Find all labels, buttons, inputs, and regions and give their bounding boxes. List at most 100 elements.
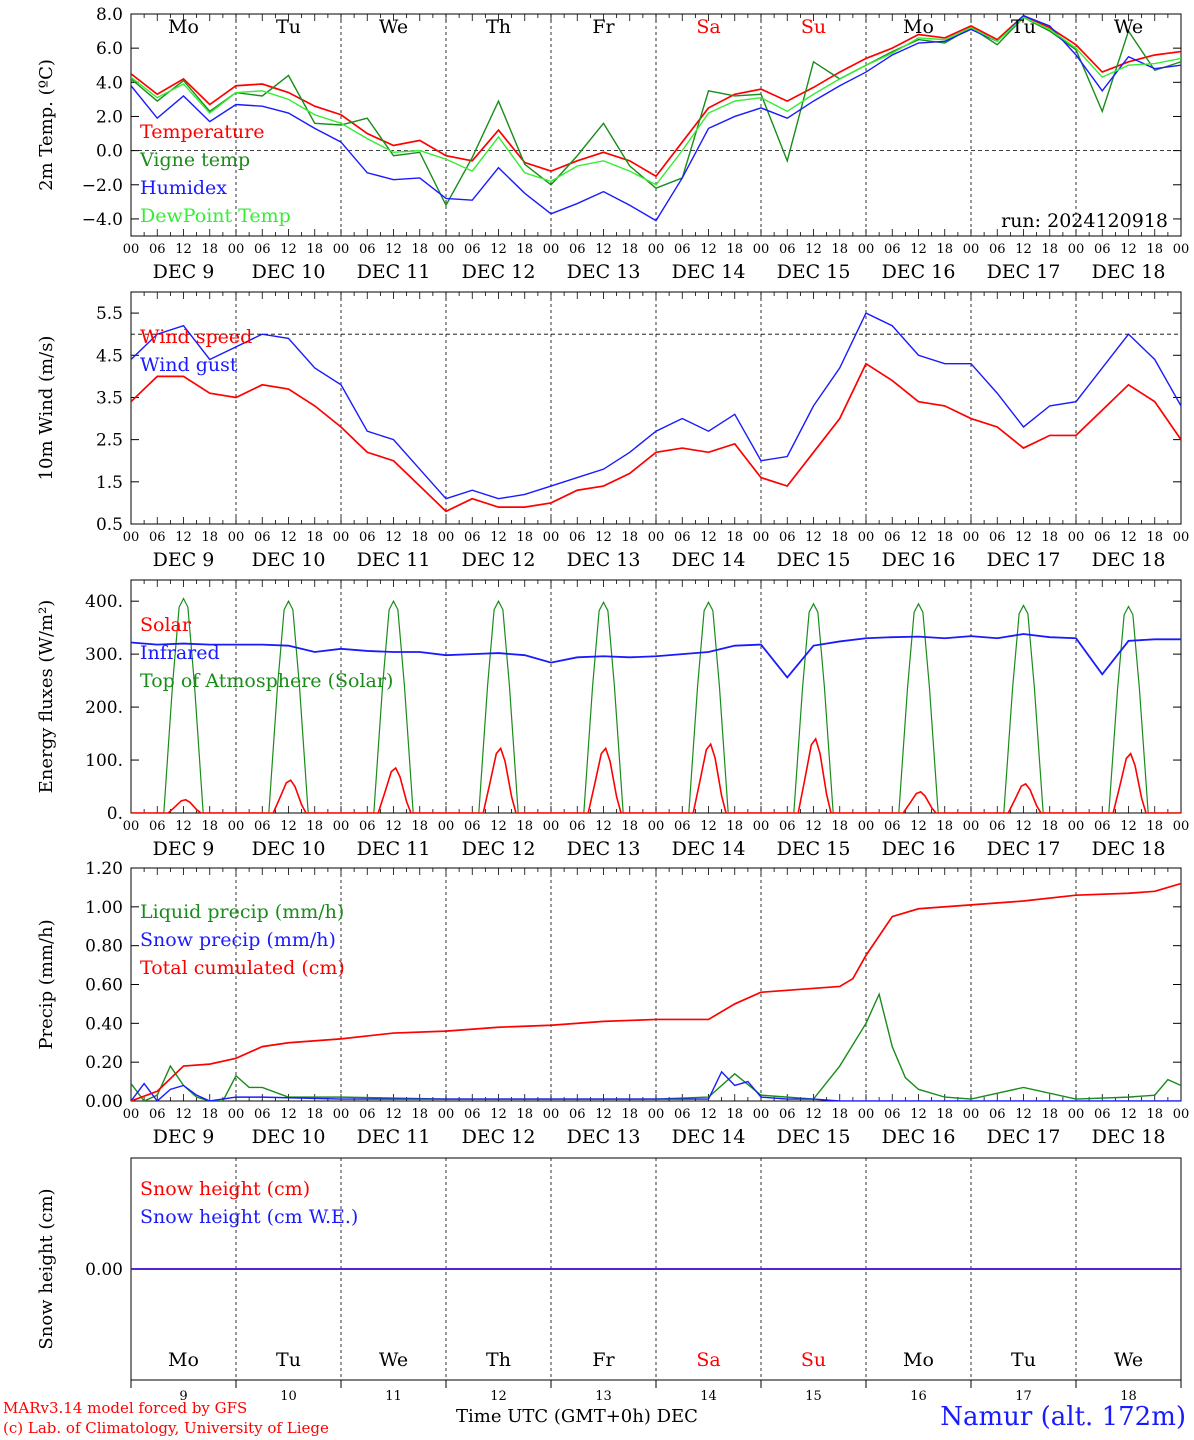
weekday-label-bottom: Tu	[1011, 1349, 1036, 1371]
x-hour-label: 12	[1015, 819, 1032, 834]
x-hour-label: 12	[595, 530, 612, 545]
x-date-label: DEC 10	[252, 261, 326, 283]
legend-entry: Vigne temp	[139, 149, 250, 171]
x-hour-label: 12	[700, 530, 717, 545]
x-hour-label: 18	[201, 819, 218, 834]
x-hour-label: 00	[228, 819, 245, 834]
weekday-label-bottom: Su	[801, 1349, 826, 1371]
x-hour-label: 18	[201, 530, 218, 545]
y-tick-label: 0.0	[96, 142, 123, 162]
x-date-label: DEC 12	[462, 838, 536, 860]
x-hour-label: 06	[779, 819, 796, 834]
y-tick-label: −4.0	[82, 210, 123, 230]
x-hour-label: 06	[989, 819, 1006, 834]
y-tick-label: 0.40	[85, 1014, 123, 1034]
x-date-label: DEC 9	[153, 549, 215, 571]
x-date-label: DEC 18	[1092, 261, 1166, 283]
legend-entry: Temperature	[140, 121, 264, 143]
x-date-label: DEC 18	[1092, 1126, 1166, 1148]
series-line-solar	[131, 737, 1181, 813]
x-hour-label: 18	[726, 242, 743, 257]
day-number-label: 13	[595, 1389, 612, 1404]
time-axis-label: Time UTC (GMT+0h)	[456, 1406, 651, 1427]
x-date-label: DEC 12	[462, 1126, 536, 1148]
legend-entry: Wind gust	[140, 354, 238, 376]
x-hour-label: 00	[858, 530, 875, 545]
x-hour-label: 18	[1041, 819, 1058, 834]
x-hour-label: 06	[674, 530, 691, 545]
y-tick-label: 200.	[85, 698, 123, 718]
x-hour-label: 18	[726, 1107, 743, 1122]
x-hour-label: 00	[753, 1107, 770, 1122]
legend-entry: Snow height (cm)	[140, 1178, 310, 1200]
x-hour-label: 12	[175, 530, 192, 545]
x-hour-label: 00	[858, 242, 875, 257]
y-tick-label: 0.20	[85, 1053, 123, 1073]
weekday-label-top: Mo	[903, 16, 934, 38]
x-hour-label: 18	[621, 530, 638, 545]
x-hour-label: 18	[936, 819, 953, 834]
series-line	[131, 362, 1181, 513]
x-hour-label: 12	[385, 1107, 402, 1122]
x-hour-label: 18	[1041, 1107, 1058, 1122]
x-hour-label: 00	[333, 1107, 350, 1122]
x-date-label: DEC 18	[1092, 549, 1166, 571]
x-hour-label: 00	[543, 530, 560, 545]
x-hour-label: 06	[359, 242, 376, 257]
x-hour-label: 06	[1094, 819, 1111, 834]
legend-entry: Humidex	[140, 177, 227, 199]
y-axis-label: Snow height (cm)	[36, 1188, 57, 1349]
x-hour-label: 06	[779, 242, 796, 257]
x-date-label: DEC 12	[462, 261, 536, 283]
x-date-label: DEC 11	[357, 838, 431, 860]
legend-entry: Solar	[140, 614, 192, 636]
x-hour-label: 00	[753, 242, 770, 257]
model-credit: MARv3.14 model forced by GFS	[3, 1399, 248, 1417]
y-tick-label: 400.	[85, 592, 123, 612]
copyright-credit: (c) Lab. of Climatology, University of L…	[3, 1419, 329, 1437]
x-hour-label: 12	[280, 819, 297, 834]
legend-entry: Top of Atmosphere (Solar)	[140, 670, 393, 692]
x-hour-label: 06	[569, 530, 586, 545]
x-hour-label: 06	[989, 242, 1006, 257]
x-hour-label: 06	[149, 819, 166, 834]
y-tick-label: 4.0	[96, 73, 123, 93]
x-hour-label: 12	[910, 819, 927, 834]
day-number-label: 11	[385, 1389, 402, 1404]
x-hour-label: 18	[831, 530, 848, 545]
x-hour-label: 18	[1146, 530, 1163, 545]
x-hour-label: 12	[700, 242, 717, 257]
x-hour-label: 12	[490, 819, 507, 834]
x-date-label: DEC 14	[672, 549, 746, 571]
series-line	[131, 1070, 1181, 1101]
x-date-label: DEC 11	[357, 261, 431, 283]
x-date-label: DEC 14	[672, 838, 746, 860]
month-label: DEC	[656, 1406, 698, 1427]
x-hour-label: 00	[228, 242, 245, 257]
x-hour-label: 12	[385, 530, 402, 545]
time-axis-title: Time UTC (GMT+0h) DEC	[456, 1406, 698, 1427]
x-date-label: DEC 17	[987, 838, 1061, 860]
day-number-label: 16	[910, 1389, 927, 1404]
legend-entry: Wind speed	[140, 326, 252, 348]
x-hour-label: 18	[1146, 819, 1163, 834]
x-hour-label: 00	[963, 1107, 980, 1122]
x-hour-label: 18	[411, 1107, 428, 1122]
y-axis-label: Energy fluxes (W/m²)	[36, 600, 57, 794]
x-hour-label: 12	[280, 1107, 297, 1122]
x-hour-label: 06	[674, 1107, 691, 1122]
x-hour-label: 00	[648, 819, 665, 834]
x-hour-label: 06	[464, 530, 481, 545]
weekday-label-bottom: Sa	[696, 1349, 720, 1371]
y-tick-label: 3.5	[96, 388, 123, 408]
x-hour-label: 12	[910, 530, 927, 545]
x-hour-label: 12	[910, 1107, 927, 1122]
y-tick-label: 300.	[85, 645, 123, 665]
x-hour-label: 00	[438, 530, 455, 545]
x-hour-label: 00	[1173, 1107, 1190, 1122]
x-hour-label: 06	[884, 530, 901, 545]
x-date-label: DEC 11	[357, 549, 431, 571]
x-hour-label: 06	[1094, 1107, 1111, 1122]
day-number-label: 17	[1015, 1389, 1032, 1404]
day-number-label: 12	[490, 1389, 507, 1404]
